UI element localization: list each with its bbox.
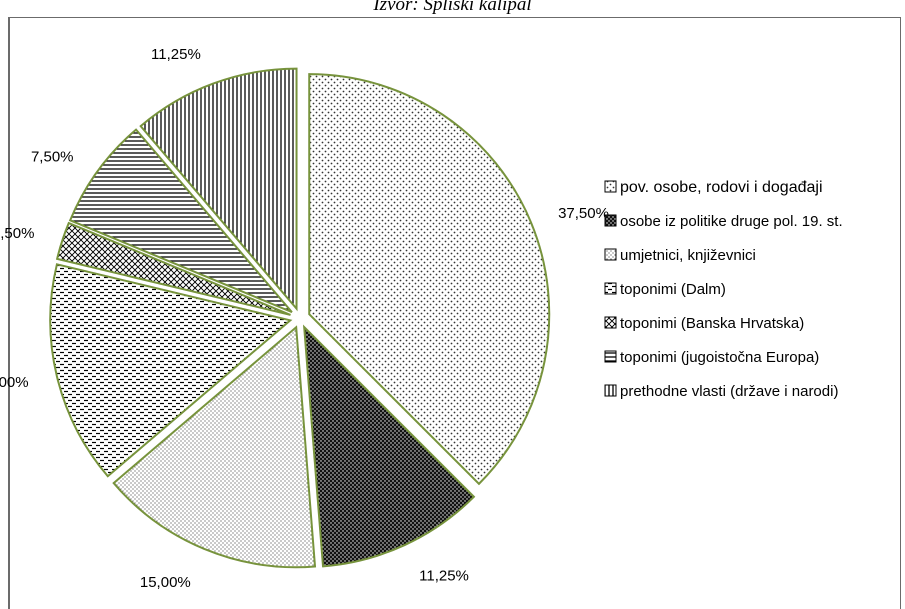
legend-label: prethodne vlasti (države i narodi) <box>620 383 838 400</box>
slice-labels: 37,50% 11,25% 15,00% 15,00% 2,50% 7,50% 11,25% <box>0 46 609 591</box>
legend-label: osobe iz politike druge pol. 19. st. <box>620 213 843 230</box>
legend-label: umjetnici, književnici <box>620 247 756 264</box>
legend-swatch <box>604 384 617 397</box>
page-title: Izvor: Spliski kalipal <box>373 0 532 15</box>
legend-swatch <box>604 180 617 193</box>
legend-label: pov. osobe, rodovi i događaji <box>620 179 823 196</box>
legend-swatch <box>604 316 617 329</box>
legend-label: toponimi (Dalm) <box>620 281 726 298</box>
legend-label: toponimi (jugoistočna Europa) <box>620 349 819 366</box>
slice-percent-label: 11,25% <box>419 568 469 585</box>
legend-swatch <box>604 350 617 363</box>
pie-slice <box>139 67 298 312</box>
legend-swatch <box>604 214 617 227</box>
pie-slices <box>49 67 551 569</box>
pie-slice <box>112 325 317 569</box>
legend-swatch <box>604 282 617 295</box>
legend-swatch <box>604 248 617 261</box>
slice-percent-label: 15,00% <box>0 374 29 391</box>
legend-label: toponimi (Banska Hrvatska) <box>620 315 804 332</box>
pie-slice <box>68 128 293 314</box>
slice-percent-label: 2,50% <box>0 225 34 242</box>
pie-slice <box>308 73 551 486</box>
slice-percent-label: 37,50% <box>558 205 609 222</box>
slice-percent-label: 7,50% <box>31 148 74 165</box>
slice-percent-label: 15,00% <box>140 574 191 591</box>
pie-slice <box>302 324 476 568</box>
slice-percent-label: 11,25% <box>151 46 201 63</box>
chart-frame <box>8 17 901 609</box>
pie-slice <box>55 221 291 316</box>
legend: pov. osobe, rodovi i događaji osobe iz po… <box>604 179 843 400</box>
pie-slice <box>49 263 293 478</box>
